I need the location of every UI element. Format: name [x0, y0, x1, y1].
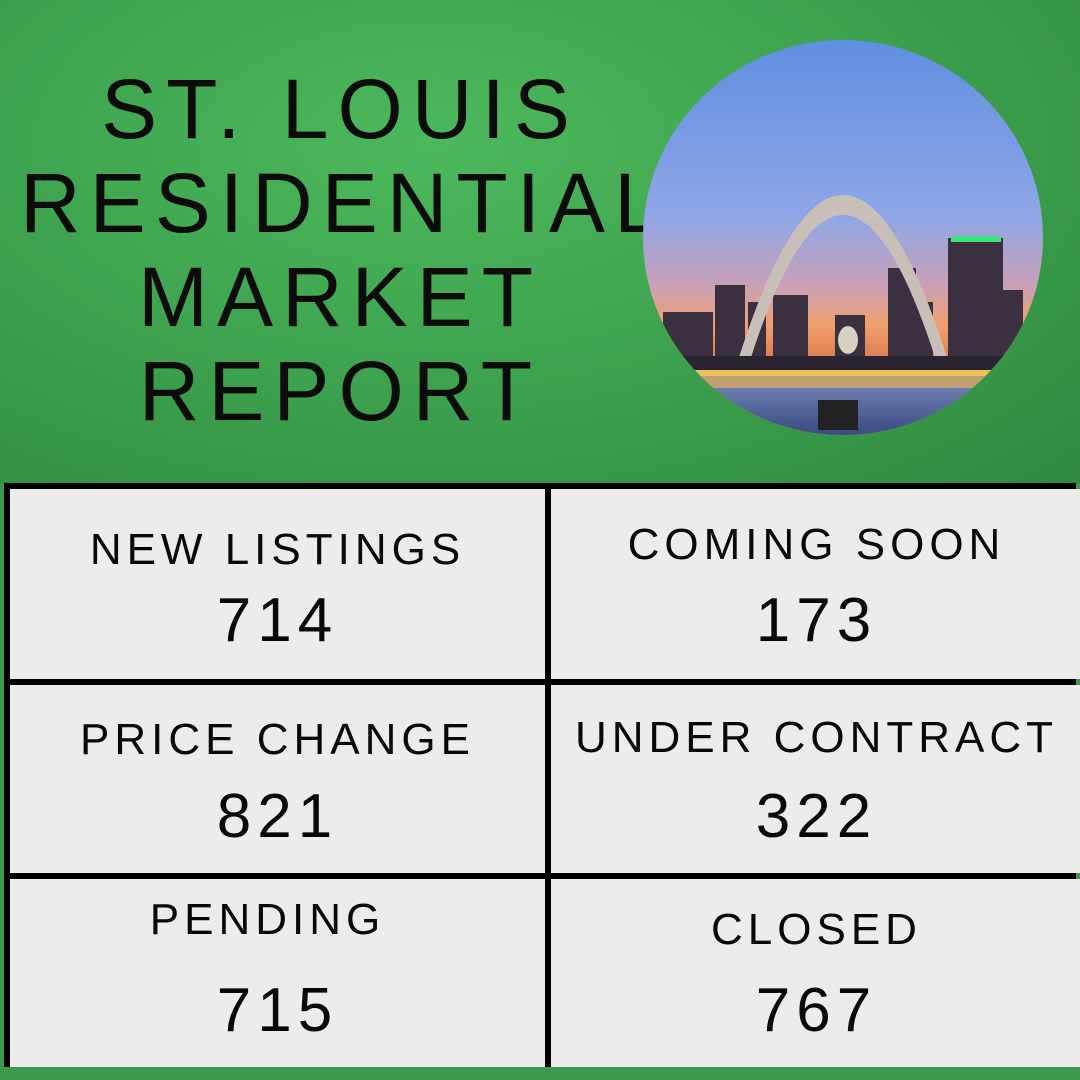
stat-coming-soon: COMING SOON 173	[551, 489, 1080, 679]
stat-value: 322	[755, 782, 878, 851]
stat-label: COMING SOON	[627, 520, 1006, 569]
stat-label: NEW LISTINGS	[89, 525, 466, 574]
page-title: ST. LOUIS RESIDENTIAL MARKET REPORT	[20, 62, 670, 438]
stat-under-contract: UNDER CONTRACT 322	[551, 685, 1080, 873]
skyline-photo	[643, 40, 1043, 435]
stat-value: 767	[755, 976, 878, 1045]
stat-label: CLOSED	[711, 905, 922, 954]
title-line: REPORT	[138, 344, 542, 438]
stat-label: PRICE CHANGE	[80, 715, 475, 764]
stat-label: PENDING	[149, 895, 386, 944]
stat-closed: CLOSED 767	[551, 879, 1080, 1067]
title-line: RESIDENTIAL	[20, 156, 670, 250]
header-banner: ST. LOUIS RESIDENTIAL MARKET REPORT	[0, 0, 1080, 483]
stat-value: 821	[216, 782, 339, 851]
stat-value: 715	[216, 976, 339, 1045]
stat-label: UNDER CONTRACT	[574, 713, 1059, 762]
stats-table: NEW LISTINGS 714 COMING SOON 173 PRICE C…	[4, 483, 1080, 1067]
stat-price-change: PRICE CHANGE 821	[10, 685, 545, 873]
stat-new-listings: NEW LISTINGS 714	[10, 489, 545, 679]
stat-pending: PENDING 715	[10, 879, 545, 1067]
stat-value: 173	[755, 586, 878, 655]
title-line: ST. LOUIS	[101, 62, 579, 156]
title-line: MARKET	[137, 250, 543, 344]
stat-value: 714	[216, 586, 339, 655]
